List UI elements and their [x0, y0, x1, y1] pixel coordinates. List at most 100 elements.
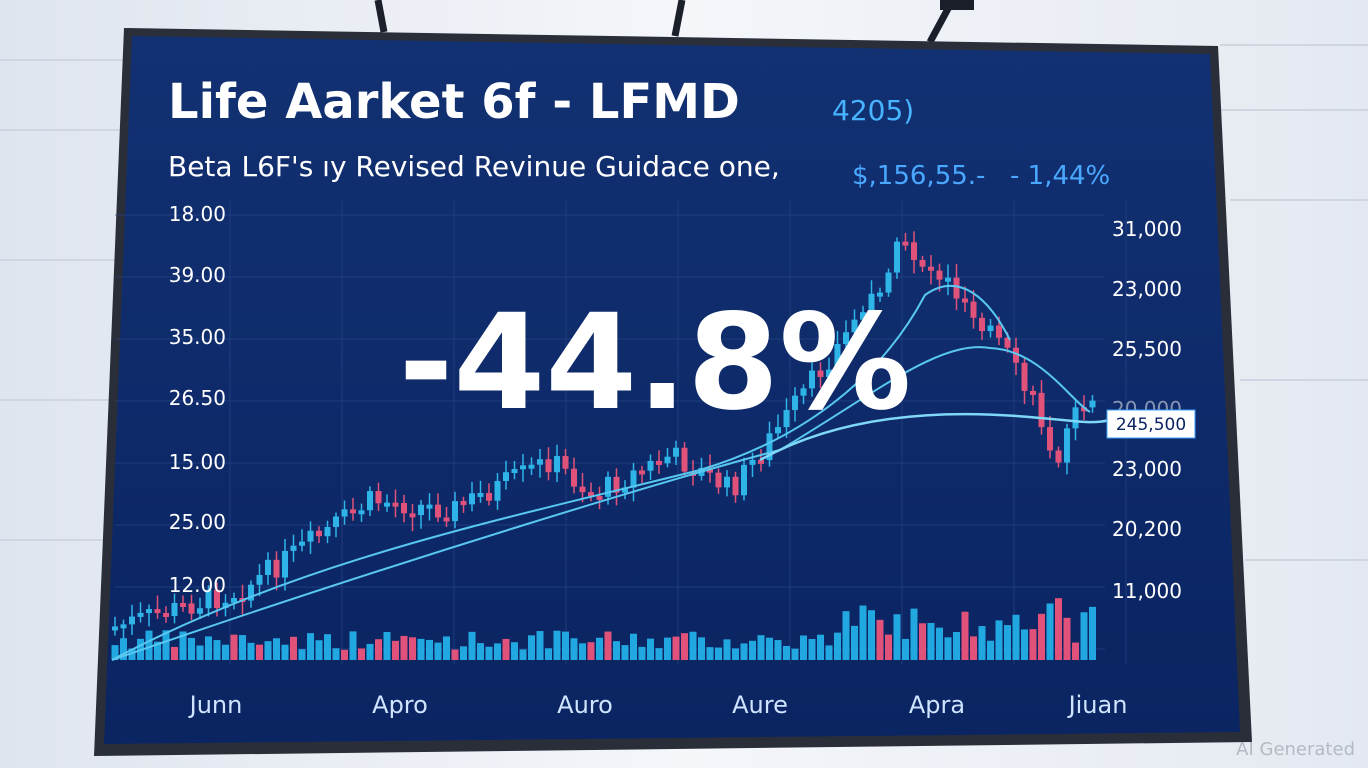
- price-tag-box: [1106, 409, 1196, 439]
- candle-body: [188, 603, 195, 614]
- volume-bar: [961, 611, 969, 660]
- volume-bar: [783, 645, 790, 660]
- price-tag-text: 245,500: [1116, 415, 1186, 435]
- candle-body: [171, 603, 178, 617]
- volume-bar: [247, 642, 255, 660]
- candle-body: [307, 530, 314, 542]
- mount-rods: [374, 0, 954, 44]
- candle-body: [333, 516, 339, 527]
- candle-body: [375, 491, 382, 504]
- candle-body: [486, 492, 492, 501]
- volume-bar: [145, 630, 153, 660]
- volume-bar: [298, 649, 306, 660]
- candle-body: [316, 530, 322, 537]
- volume-bar: [953, 632, 960, 660]
- volume-bar: [1055, 598, 1062, 660]
- candle-body: [843, 332, 849, 345]
- moving-average: [759, 412, 1111, 462]
- volume-bar: [749, 640, 756, 660]
- volume-bar: [485, 646, 493, 660]
- volume-bar: [315, 640, 323, 660]
- candle-body: [324, 526, 331, 537]
- volume-bar: [689, 631, 697, 660]
- volume-bar: [519, 649, 527, 660]
- candle-body: [1030, 390, 1036, 395]
- volume-bar: [213, 640, 221, 660]
- volume-bar: [579, 643, 586, 660]
- volume-bar: [825, 645, 833, 660]
- volume-bar: [545, 648, 552, 660]
- candle-body: [596, 495, 603, 500]
- candle-body: [231, 598, 237, 603]
- candle-body: [707, 467, 713, 473]
- volume-bar: [919, 623, 926, 660]
- candle-body: [809, 370, 815, 389]
- subtitle-price: $,156,55.-: [852, 161, 985, 191]
- volume-bar: [1012, 614, 1020, 660]
- candle-body: [724, 476, 730, 488]
- candle-body: [562, 456, 569, 469]
- candle-body: [477, 492, 484, 497]
- candle-body: [392, 502, 399, 507]
- volume-bar: [222, 644, 229, 660]
- left-axis-label: 35.00: [169, 325, 226, 349]
- volume-bar: [188, 637, 195, 660]
- candle-body: [180, 603, 186, 608]
- volume-bar: [128, 648, 136, 660]
- candle-body: [970, 301, 977, 318]
- candle-body: [112, 626, 118, 631]
- candle-body: [775, 427, 781, 434]
- candle-body: [528, 464, 535, 469]
- candle-body: [384, 502, 390, 507]
- volume-bar: [655, 648, 663, 660]
- x-axis-label: Jiuan: [1067, 691, 1128, 719]
- volume-bar: [876, 619, 884, 660]
- volume-bar: [732, 648, 739, 660]
- volume-bar: [1038, 613, 1045, 660]
- volume-bar: [111, 645, 119, 660]
- volume-bar: [1021, 629, 1028, 660]
- volume-bar: [528, 635, 535, 660]
- volume-bar: [800, 635, 807, 660]
- candle-body: [443, 517, 450, 522]
- candle-body: [758, 459, 764, 464]
- volume-bar: [332, 648, 340, 660]
- candle-body: [894, 241, 900, 273]
- volume-bar: [902, 638, 909, 660]
- volume-bar: [715, 647, 722, 660]
- candle-body: [877, 292, 883, 297]
- volume-bar: [638, 646, 646, 660]
- volume-bar: [970, 636, 977, 660]
- volume-bar: [868, 610, 875, 660]
- candle-body: [554, 456, 560, 473]
- volume-bar: [256, 644, 263, 660]
- volume-bar: [910, 608, 918, 660]
- volume-bar: [613, 641, 620, 660]
- candle-body: [214, 589, 220, 609]
- candle-body: [545, 459, 552, 473]
- candle-body: [350, 509, 356, 514]
- candle-body: [435, 504, 441, 518]
- mount-bracket: [940, 0, 974, 10]
- candle-body: [129, 616, 135, 625]
- volume-bar: [349, 631, 357, 660]
- left-axis-label: 12.00: [169, 573, 226, 597]
- volume-bar: [460, 646, 467, 660]
- volume-bar: [426, 639, 433, 660]
- right-axis-label: 23,000: [1112, 457, 1182, 481]
- candle-body: [656, 460, 662, 465]
- volume-bar: [766, 637, 773, 660]
- candle-body: [928, 266, 934, 271]
- candle-body: [1072, 407, 1079, 429]
- candle-body: [248, 584, 254, 601]
- candle-body: [367, 491, 373, 511]
- x-axis-label: Auro: [557, 691, 613, 719]
- candle-body: [783, 410, 790, 428]
- volume-bar: [179, 631, 187, 660]
- candle-body: [163, 613, 169, 618]
- volume-bar: [570, 638, 578, 660]
- candle-body: [205, 589, 212, 609]
- candle-body: [962, 298, 968, 303]
- candle-body: [579, 486, 586, 493]
- candle-body: [299, 541, 305, 546]
